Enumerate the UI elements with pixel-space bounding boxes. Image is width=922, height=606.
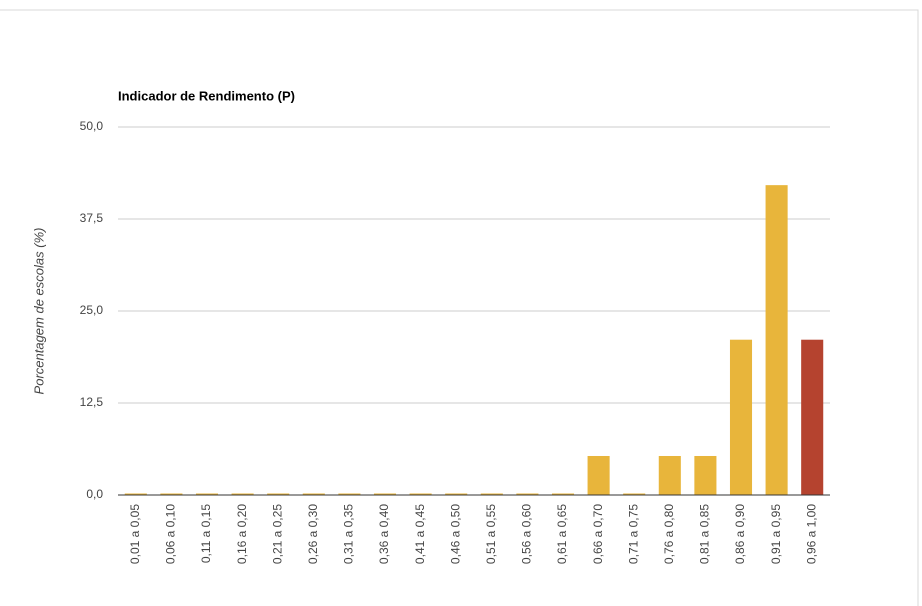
- bar: [302, 493, 325, 495]
- bar: [516, 493, 539, 495]
- bar: [445, 493, 468, 495]
- x-tick-label: 0,61 a 0,65: [555, 504, 569, 564]
- x-tick-label: 0,91 a 0,95: [769, 504, 783, 564]
- x-tick-label: 0,46 a 0,50: [448, 504, 462, 564]
- y-tick-label: 0,0: [86, 487, 103, 501]
- panel-border: [0, 9, 919, 606]
- x-tick-label: 0,01 a 0,05: [128, 504, 142, 564]
- x-tick-label: 0,31 a 0,35: [342, 504, 356, 564]
- x-tick-label: 0,16 a 0,20: [235, 504, 249, 564]
- x-tick-label: 0,51 a 0,55: [484, 504, 498, 564]
- bar: [409, 493, 432, 495]
- y-tick-label: 37,5: [80, 211, 104, 225]
- bar: [124, 493, 147, 495]
- x-tick-label: 0,96 a 1,00: [804, 504, 818, 564]
- bar: [160, 493, 183, 495]
- x-tick-label: 0,66 a 0,70: [591, 504, 605, 564]
- x-tick-label: 0,56 a 0,60: [520, 504, 534, 564]
- bar: [801, 339, 824, 495]
- bar: [338, 493, 361, 495]
- x-tick-label: 0,81 a 0,85: [698, 504, 712, 564]
- x-tick-label: 0,26 a 0,30: [306, 504, 320, 564]
- bar: [765, 185, 788, 496]
- bar: [195, 493, 219, 495]
- bar: [480, 493, 503, 495]
- x-tick-label: 0,06 a 0,10: [164, 504, 178, 564]
- x-tick-label: 0,36 a 0,40: [377, 504, 391, 564]
- bar: [231, 493, 254, 495]
- x-tick-label: 0,86 a 0,90: [733, 504, 747, 564]
- chart-title: Indicador de Rendimento (P): [118, 88, 295, 103]
- bar: [373, 493, 397, 495]
- x-tick-label: 0,21 a 0,25: [270, 504, 284, 564]
- x-tick-label: 0,41 a 0,45: [413, 504, 427, 564]
- bar: [551, 493, 575, 495]
- bar: [267, 493, 290, 495]
- y-tick-label: 50,0: [80, 119, 104, 133]
- bar: [587, 455, 610, 495]
- x-tick-label: 0,11 a 0,15: [199, 504, 213, 563]
- y-tick-label: 12,5: [80, 395, 104, 409]
- bar: [729, 339, 753, 495]
- x-tick-label: 0,71 a 0,75: [626, 504, 640, 564]
- bar: [623, 493, 646, 495]
- x-tick-label: 0,76 a 0,80: [662, 504, 676, 564]
- bar: [694, 455, 717, 495]
- y-tick-label: 25,0: [80, 303, 104, 317]
- y-axis-label: Porcentagem de escolas (%): [31, 228, 46, 395]
- bar: [658, 455, 681, 495]
